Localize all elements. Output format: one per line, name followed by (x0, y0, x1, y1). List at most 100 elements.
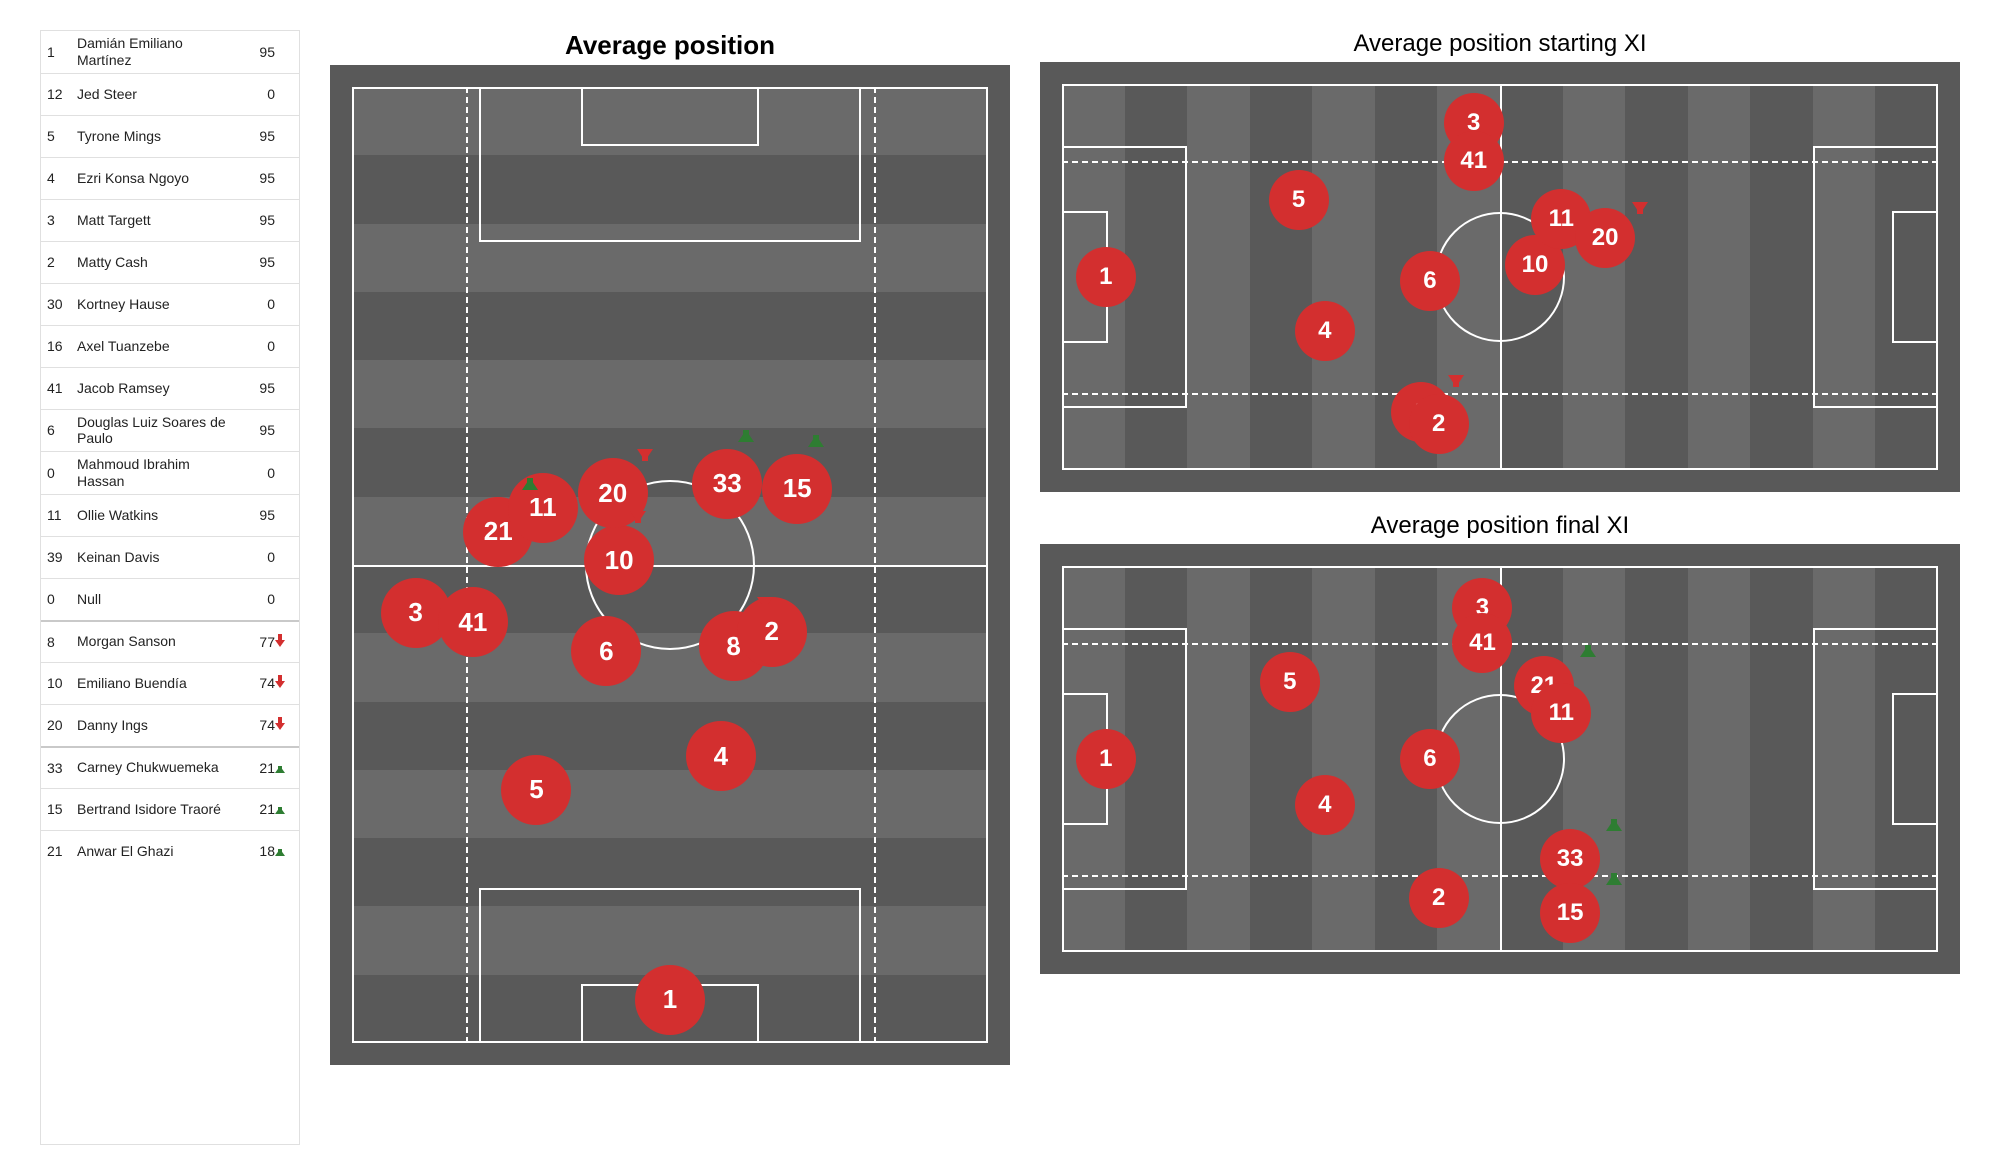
starting-xi-block: Average position starting XI 15468234110… (1040, 30, 1960, 492)
side-pitches-column: Average position starting XI 15468234110… (1040, 30, 1960, 1145)
player-dot: 5 (501, 755, 571, 825)
player-name: Jacob Ramsey (71, 380, 241, 397)
player-minutes: 77 (241, 634, 275, 650)
player-name: Douglas Luiz Soares de Paulo (71, 414, 241, 448)
table-row: 5Tyrone Mings95 (41, 115, 299, 157)
sub-arrow-icon (275, 760, 291, 776)
table-row: 4Ezri Konsa Ngoyo95 (41, 157, 299, 199)
player-minutes: 0 (241, 549, 275, 565)
player-number: 8 (47, 634, 71, 650)
table-row: 15Bertrand Isidore Traoré21 (41, 788, 299, 830)
player-number: 1 (47, 44, 71, 60)
player-dot: 6 (1400, 729, 1460, 789)
sub-arrow-icon (275, 801, 291, 817)
player-minutes: 74 (241, 675, 275, 691)
player-name: Mahmoud Ibrahim Hassan (71, 456, 241, 490)
table-row: 12Jed Steer0 (41, 73, 299, 115)
player-name: Bertrand Isidore Traoré (71, 801, 241, 818)
sub-arrow-icon (1606, 873, 1622, 885)
player-name: Ezri Konsa Ngoyo (71, 170, 241, 187)
player-number: 11 (47, 507, 71, 523)
final-xi-block: Average position final XI 15462341211133… (1040, 512, 1960, 974)
player-name: Danny Ings (71, 717, 241, 734)
player-number: 10 (47, 675, 71, 691)
player-dot: 33 (1540, 829, 1600, 889)
sub-arrow-icon (738, 430, 754, 442)
player-minutes: 0 (241, 86, 275, 102)
player-minutes: 95 (241, 254, 275, 270)
table-row: 41Jacob Ramsey95 (41, 367, 299, 409)
player-name: Anwar El Ghazi (71, 843, 241, 860)
main-pitch-column: Average position 145341682211110203315 (330, 30, 1010, 1145)
table-row: 0Null0 (41, 578, 299, 620)
sub-arrow-icon (275, 675, 291, 691)
player-dot: 5 (1269, 170, 1329, 230)
player-number: 2 (47, 254, 71, 270)
starting-xi-pitch: 154682341101120 (1040, 62, 1960, 492)
player-name: Keinan Davis (71, 549, 241, 566)
player-minutes: 95 (241, 507, 275, 523)
player-minutes: 95 (241, 380, 275, 396)
player-name: Morgan Sanson (71, 633, 241, 650)
player-number: 39 (47, 549, 71, 565)
sub-arrow-icon (808, 435, 824, 447)
player-number: 33 (47, 760, 71, 776)
player-name: Tyrone Mings (71, 128, 241, 145)
player-dot: 4 (686, 721, 756, 791)
player-minutes: 21 (241, 760, 275, 776)
player-dot: 5 (1260, 652, 1320, 712)
player-number: 0 (47, 465, 71, 481)
table-row: 3Matt Targett95 (41, 199, 299, 241)
table-row: 33Carney Chukwuemeka21 (41, 746, 299, 788)
table-row: 0Mahmoud Ibrahim Hassan0 (41, 451, 299, 494)
player-name: Axel Tuanzebe (71, 338, 241, 355)
player-dot: 15 (762, 454, 832, 524)
sub-arrow-icon (1606, 819, 1622, 831)
player-name: Matty Cash (71, 254, 241, 271)
player-number: 12 (47, 86, 71, 102)
final-xi-title: Average position final XI (1040, 512, 1960, 540)
player-number: 20 (47, 717, 71, 733)
sub-arrow-icon (275, 717, 291, 733)
table-row: 1Damián Emiliano Martínez95 (41, 30, 299, 73)
starting-xi-title: Average position starting XI (1040, 30, 1960, 58)
sub-arrow-icon (1580, 645, 1596, 657)
table-row: 20Danny Ings74 (41, 704, 299, 746)
player-minutes: 0 (241, 338, 275, 354)
table-row: 16Axel Tuanzebe0 (41, 325, 299, 367)
table-row: 11Ollie Watkins95 (41, 494, 299, 536)
sub-arrow-icon (522, 478, 538, 490)
player-dot: 15 (1540, 883, 1600, 943)
player-dot: 41 (438, 587, 508, 657)
player-number: 16 (47, 338, 71, 354)
player-minutes: 95 (241, 422, 275, 438)
player-name: Damián Emiliano Martínez (71, 35, 241, 69)
main-pitch-title: Average position (330, 30, 1010, 61)
player-name: Kortney Hause (71, 296, 241, 313)
player-dot: 2 (1409, 868, 1469, 928)
player-number: 6 (47, 422, 71, 438)
player-name: Jed Steer (71, 86, 241, 103)
player-dot: 6 (1400, 251, 1460, 311)
player-dot: 2 (1409, 394, 1469, 454)
sub-arrow-icon (1632, 202, 1648, 214)
table-row: 8Morgan Sanson77 (41, 620, 299, 662)
final-xi-pitch: 1546234121113315 (1040, 544, 1960, 974)
player-dot: 20 (1575, 208, 1635, 268)
player-dot: 6 (571, 616, 641, 686)
player-number: 0 (47, 591, 71, 607)
table-row: 10Emiliano Buendía74 (41, 662, 299, 704)
table-row: 39Keinan Davis0 (41, 536, 299, 578)
layout-container: 1Damián Emiliano Martínez9512Jed Steer05… (40, 30, 1960, 1145)
player-number: 15 (47, 801, 71, 817)
player-dot: 4 (1295, 301, 1355, 361)
player-minutes: 0 (241, 465, 275, 481)
player-dot: 41 (1444, 131, 1504, 191)
table-row: 30Kortney Hause0 (41, 283, 299, 325)
player-dot: 1 (635, 965, 705, 1035)
player-dot: 10 (584, 525, 654, 595)
player-minutes: 18 (241, 843, 275, 859)
player-name: Null (71, 591, 241, 608)
player-number: 5 (47, 128, 71, 144)
player-minutes: 95 (241, 128, 275, 144)
